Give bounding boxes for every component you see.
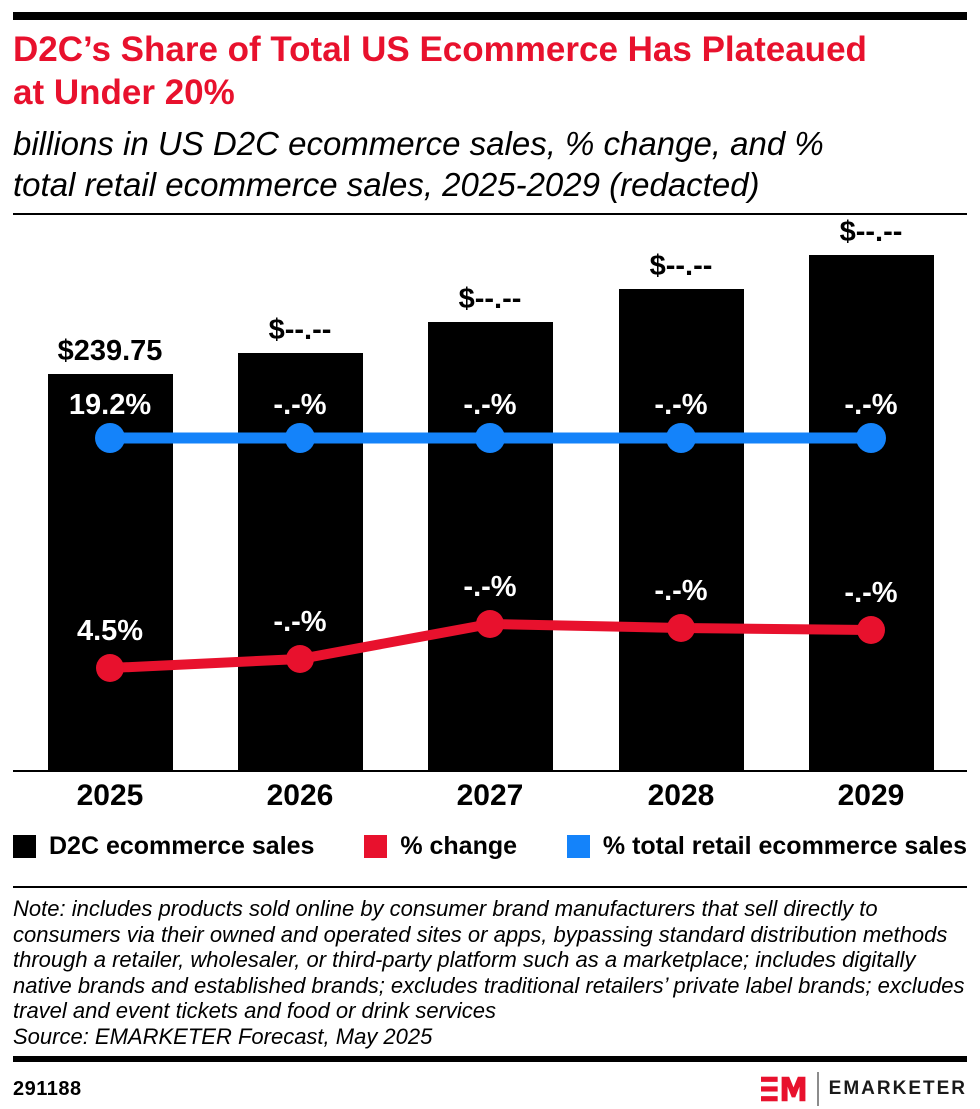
x-axis-label-2028: 2028 (647, 779, 715, 812)
chart-title: D2C’s Share of Total US Ecommerce Has Pl… (13, 28, 967, 114)
chart-id: 291188 (13, 1077, 82, 1100)
em-monogram-icon (760, 1076, 806, 1102)
bar-2027 (427, 322, 553, 770)
pct-change-label-2028: -.-% (654, 575, 708, 607)
logo-divider (816, 1072, 819, 1106)
x-axis-label-2029: 2029 (837, 779, 905, 812)
retail-share-label-2027: -.-% (463, 389, 517, 421)
bar-value-label-2029: $--.-- (839, 216, 903, 248)
legend-label-pct-change: % change (400, 832, 518, 860)
bar-2028 (618, 289, 744, 770)
retail-share-label-2025: 19.2% (68, 389, 152, 421)
legend-label-d2c-sales: D2C ecommerce sales (49, 832, 315, 860)
retail-share-label-2028: -.-% (654, 389, 708, 421)
emarketer-logo: EMARKETER (760, 1072, 967, 1106)
chart-subtitle: billions in US D2C ecommerce sales, % ch… (13, 123, 967, 205)
bottom-accent-bar (13, 1056, 967, 1062)
legend-item-retail-share: % total retail ecommerce sales (566, 832, 967, 860)
pct-change-label-2027: -.-% (463, 571, 517, 603)
retail-share-label-2029: -.-% (844, 389, 898, 421)
retail-share-label-2026: -.-% (273, 389, 327, 421)
emarketer-wordmark: EMARKETER (828, 1078, 967, 1099)
bar-value-label-2028: $--.-- (649, 250, 713, 282)
legend-swatch-blue-icon (566, 834, 590, 858)
bar-value-label-2026: $--.-- (268, 314, 332, 346)
x-axis-label-2027: 2027 (456, 779, 524, 812)
chart-plot-area: $239.75 19.2% 4.5% 2025 $--.-- -.-% -.-% 2026 $-… (13, 216, 967, 815)
pct-change-label-2026: -.-% (273, 606, 327, 638)
pct-change-label-2029: -.-% (844, 577, 898, 609)
legend-label-retail-share: % total retail ecommerce sales (602, 832, 967, 860)
bar-2025 (47, 374, 173, 770)
bar-value-label-2025: $239.75 (57, 335, 163, 367)
bar-2026 (237, 353, 363, 770)
bar-value-label-2027: $--.-- (458, 283, 522, 315)
x-axis-label-2025: 2025 (76, 779, 144, 812)
chart-title-line-1: D2C’s Share of Total US Ecommerce Has Pl… (13, 30, 867, 69)
header-divider (13, 213, 967, 215)
x-axis-label-2026: 2026 (266, 779, 334, 812)
footer: 291188 EMARKETER (13, 1071, 967, 1107)
legend-swatch-red-icon (364, 834, 388, 858)
top-accent-bar (13, 12, 967, 20)
legend-item-d2c-sales: D2C ecommerce sales (13, 833, 314, 859)
note-block: Note: includes products sold online by c… (13, 886, 967, 1049)
chart-title-line-2: at Under 20% (13, 73, 235, 112)
pct-change-label-2025: 4.5% (76, 615, 144, 647)
source-text: Source: EMARKETER Forecast, May 2025 (13, 1023, 433, 1049)
bar-2029 (808, 255, 934, 770)
legend-swatch-black-icon (13, 834, 36, 858)
chart-subtitle-line-2: total retail ecommerce sales, 2025-2029 … (13, 166, 760, 203)
x-axis-line (13, 770, 967, 772)
chart-subtitle-line-1: billions in US D2C ecommerce sales, % ch… (13, 125, 824, 162)
note-text: Note: includes products sold online by c… (13, 896, 965, 1023)
legend-item-pct-change: % change (364, 833, 517, 859)
chart-legend: D2C ecommerce sales % change % total ret… (13, 833, 967, 859)
